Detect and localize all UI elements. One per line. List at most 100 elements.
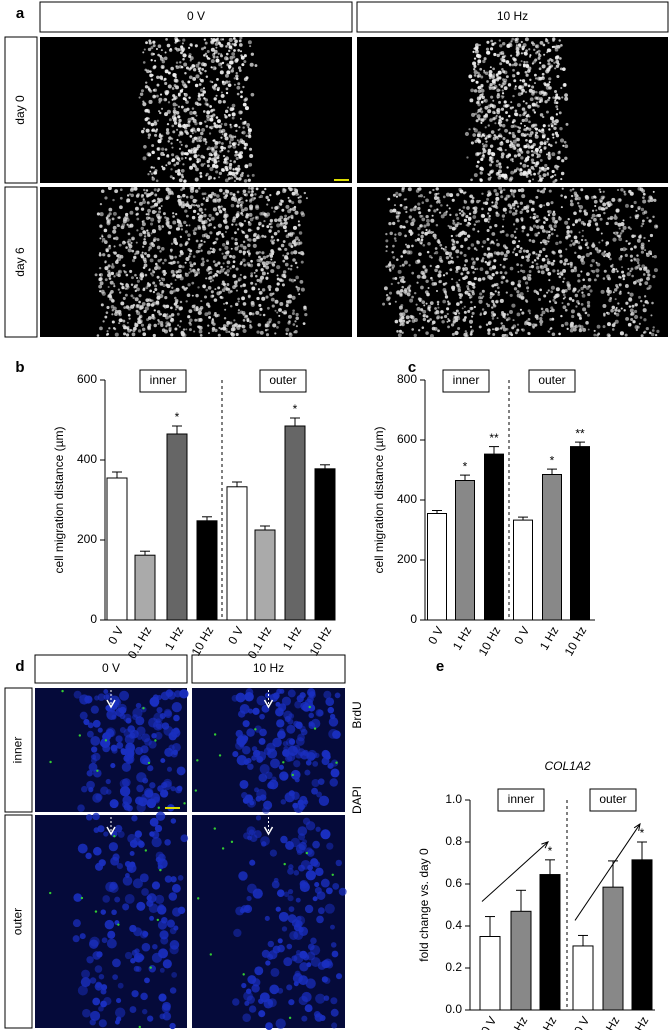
cell [232, 168, 235, 171]
cell [498, 165, 502, 169]
cell [587, 303, 591, 307]
cell [614, 308, 618, 312]
cell [142, 332, 147, 337]
label-text: day 6 [13, 247, 27, 277]
cell [565, 235, 569, 239]
cell [316, 891, 326, 900]
cell [212, 66, 217, 71]
cell [206, 268, 210, 272]
cell [222, 262, 225, 265]
cell [139, 273, 143, 277]
cell [189, 318, 193, 323]
cell [519, 79, 522, 82]
cell [195, 63, 200, 68]
cell [188, 96, 191, 99]
cell [516, 103, 521, 108]
cell [502, 218, 505, 221]
cell [167, 161, 171, 165]
cell [415, 189, 420, 193]
cell [162, 1001, 171, 1011]
cell [146, 253, 151, 258]
cell [237, 167, 241, 171]
cell [288, 332, 293, 338]
cell [527, 145, 531, 149]
cell [303, 307, 307, 311]
cell [246, 238, 250, 241]
cell [163, 79, 166, 82]
cell [100, 303, 104, 307]
cell [615, 284, 619, 287]
cell [112, 974, 118, 980]
y-tick-label: 0.2 [445, 960, 462, 974]
cell [385, 250, 388, 253]
cell [154, 284, 158, 288]
cell [184, 243, 188, 247]
cell [161, 916, 168, 924]
bar [479, 936, 501, 1011]
cell [290, 837, 300, 848]
cell [503, 86, 508, 91]
cell [123, 306, 127, 310]
cell [178, 221, 182, 224]
cell [107, 285, 110, 288]
cell [641, 222, 645, 226]
cell [421, 215, 424, 218]
cell [193, 154, 198, 159]
cell [248, 312, 253, 316]
cell [525, 249, 529, 254]
cell [130, 276, 134, 280]
cell [126, 805, 133, 812]
cell [497, 293, 501, 296]
cell [158, 993, 167, 1002]
cell [621, 229, 625, 233]
cell [233, 49, 236, 52]
cell [554, 164, 559, 169]
cell [166, 109, 171, 114]
cell [437, 192, 440, 195]
cell [209, 166, 214, 172]
cell [462, 276, 466, 281]
cell [189, 43, 193, 47]
cell [131, 990, 139, 998]
cell [529, 54, 532, 57]
cell [555, 93, 559, 97]
cell [293, 241, 298, 246]
cell [270, 269, 275, 274]
cell [150, 205, 153, 209]
cell [114, 1007, 126, 1018]
cell [145, 128, 150, 133]
cell [220, 66, 223, 69]
cell [144, 977, 150, 984]
cell [202, 87, 206, 90]
cell [119, 727, 126, 734]
cell [524, 37, 529, 42]
cell [505, 154, 510, 159]
cell [288, 314, 292, 319]
cell [142, 198, 145, 201]
cell [99, 281, 104, 286]
cell [253, 271, 256, 274]
cell [547, 240, 550, 243]
cell [173, 95, 178, 100]
cell [425, 302, 428, 305]
arrow-head [263, 826, 274, 836]
label-box [4, 186, 38, 338]
cell [247, 128, 252, 133]
brdu-cell [144, 849, 148, 852]
cell [234, 135, 237, 138]
cell [545, 110, 549, 114]
cell [427, 242, 431, 246]
cell [425, 279, 429, 283]
cell [215, 237, 219, 241]
cell [251, 173, 255, 177]
cell [160, 758, 166, 764]
cell [294, 210, 299, 215]
cell [583, 210, 586, 213]
cell [149, 258, 154, 263]
cell [541, 133, 546, 138]
cell [399, 312, 403, 317]
cell [450, 323, 455, 327]
cell [495, 239, 498, 242]
cell [116, 259, 119, 262]
cell [146, 231, 150, 235]
